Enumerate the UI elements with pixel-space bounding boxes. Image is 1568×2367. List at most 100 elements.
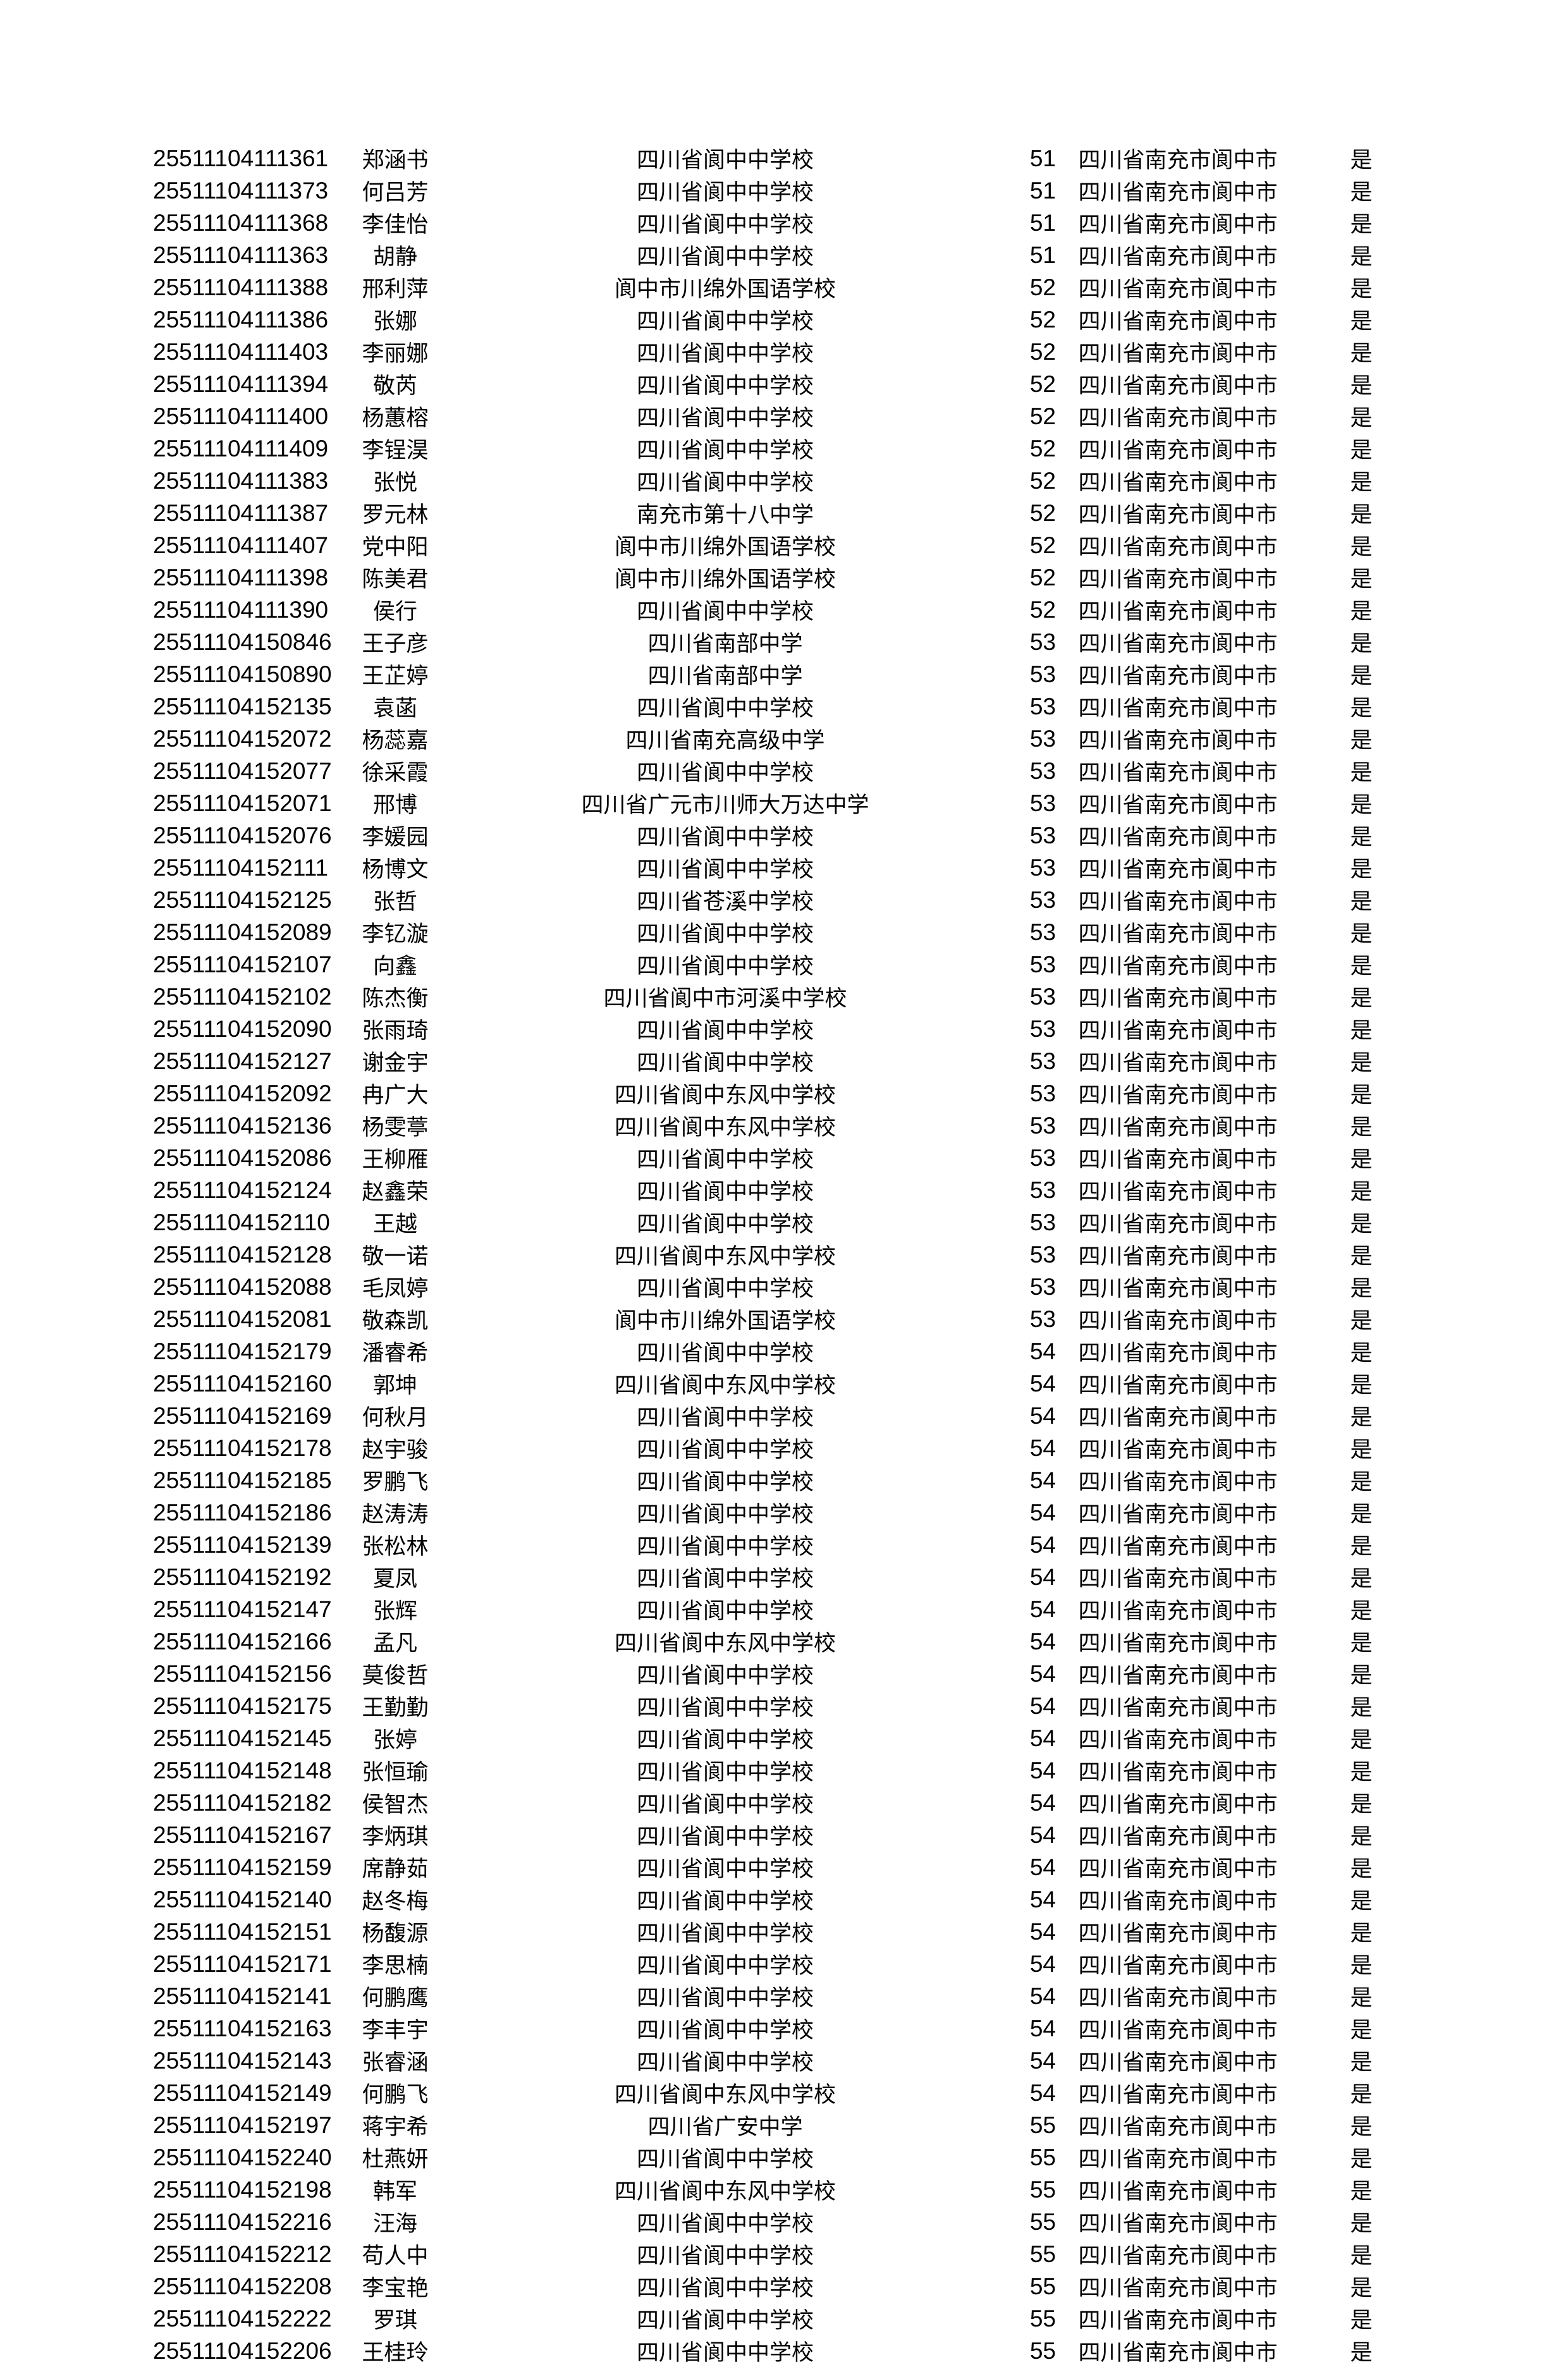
table-row: 25511104152141 何鹏鹰 四川省阆中中学校 54 四川省南充市阆中市 是	[153, 1980, 1423, 2012]
cell-school: 四川省阆中中学校	[636, 1534, 814, 1559]
table-row: 25511104152169 何秋月 四川省阆中中学校 54 四川省南充市阆中市 是	[153, 1400, 1423, 1432]
cell-school: 四川省广安中学	[647, 2115, 803, 2139]
cell-exam-id: 25511104152089	[153, 919, 332, 945]
cell-school: 四川省阆中中学校	[636, 696, 814, 721]
table-row: 25511104152107 向鑫 四川省阆中中学校 53 四川省南充市阆中市 是	[153, 948, 1423, 981]
table-row: 25511104152145 张婷 四川省阆中中学校 54 四川省南充市阆中市 是	[153, 1722, 1423, 1754]
table-row: 25511104111368 李佳怡 四川省阆中中学校 51 四川省南充市阆中市 是	[153, 207, 1423, 239]
cell-exam-id: 25511104152111	[153, 854, 329, 881]
table-row: 25511104152186 赵涛涛 四川省阆中中学校 54 四川省南充市阆中市 是	[153, 1496, 1423, 1529]
cell-school: 四川省阆中中学校	[636, 212, 814, 237]
cell-exam-id: 25511104152128	[153, 1241, 332, 1268]
cell-school: 四川省阆中中学校	[636, 954, 814, 979]
cell-flag: 是	[1350, 1309, 1373, 1333]
cell-city: 四川省南充市阆中市	[1078, 1663, 1278, 1688]
cell-city: 四川省南充市阆中市	[1078, 922, 1278, 946]
table-row: 25511104111386 张娜 四川省阆中中学校 52 四川省南充市阆中市 是	[153, 303, 1423, 336]
table-row: 25511104152127 谢金宇 四川省阆中中学校 53 四川省南充市阆中市 是	[153, 1045, 1423, 1077]
cell-city: 四川省南充市阆中市	[1078, 309, 1278, 334]
cell-score: 54	[1029, 1886, 1056, 1912]
cell-city: 四川省南充市阆中市	[1078, 2147, 1278, 2172]
table-row: 25511104152128 敬一诺 四川省阆中东风中学校 53 四川省南充市阆中市 是	[153, 1239, 1423, 1271]
table-row: 25511104150846 王子彦 四川省南部中学 53 四川省南充市阆中市 是	[153, 626, 1423, 658]
cell-school: 四川省阆中中学校	[636, 1889, 814, 1914]
cell-flag: 是	[1350, 535, 1373, 560]
cell-score: 51	[1029, 209, 1056, 236]
cell-score: 54	[1029, 1596, 1056, 1622]
cell-exam-id: 25511104152208	[153, 2273, 332, 2299]
cell-name: 罗琪	[372, 2308, 417, 2333]
cell-flag: 是	[1350, 1696, 1373, 1720]
cell-score: 53	[1029, 725, 1056, 752]
cell-name: 罗鹏飞	[362, 1470, 429, 1495]
cell-exam-id: 25511104150890	[153, 661, 332, 687]
cell-name: 王越	[372, 1212, 417, 1237]
cell-score: 54	[1029, 1983, 1056, 2009]
cell-score: 54	[1029, 1821, 1056, 1848]
cell-name: 席静茹	[362, 1857, 429, 1881]
cell-name: 李丽娜	[362, 341, 429, 366]
cell-name: 杨蕊嘉	[362, 728, 429, 753]
cell-exam-id: 25511104152086	[153, 1144, 332, 1171]
cell-flag: 是	[1350, 567, 1373, 592]
cell-score: 51	[1029, 145, 1056, 171]
cell-name: 陈杰衡	[362, 986, 429, 1011]
cell-school: 四川省阆中中学校	[636, 341, 814, 366]
cell-name: 赵冬梅	[362, 1889, 429, 1914]
cell-school: 四川省阆中中学校	[636, 1857, 814, 1881]
table-row: 25511104152151 杨馥源 四川省阆中中学校 54 四川省南充市阆中市 是	[153, 1916, 1423, 1948]
table-row: 25511104152208 李宝艳 四川省阆中中学校 55 四川省南充市阆中市 是	[153, 2270, 1423, 2303]
cell-city: 四川省南充市阆中市	[1078, 341, 1278, 366]
cell-city: 四川省南充市阆中市	[1078, 212, 1278, 237]
cell-flag: 是	[1350, 1244, 1373, 1269]
cell-score: 55	[1029, 2273, 1056, 2299]
cell-city: 四川省南充市阆中市	[1078, 180, 1278, 205]
table-row: 25511104152110 王越 四川省阆中中学校 53 四川省南充市阆中市 是	[153, 1206, 1423, 1239]
cell-school: 四川省南部中学	[647, 632, 803, 656]
table-row: 25511104152156 莫俊哲 四川省阆中中学校 54 四川省南充市阆中市 是	[153, 1658, 1423, 1690]
cell-score: 53	[1029, 1048, 1056, 1074]
cell-name: 陈美君	[362, 567, 429, 592]
cell-name: 李钇漩	[362, 922, 429, 946]
cell-score: 54	[1029, 1467, 1056, 1493]
cell-school: 四川省阆中中学校	[636, 374, 814, 398]
cell-flag: 是	[1350, 1825, 1373, 1849]
cell-city: 四川省南充市阆中市	[1078, 664, 1278, 688]
table-row: 25511104152163 李丰宇 四川省阆中中学校 54 四川省南充市阆中市 是	[153, 2012, 1423, 2045]
cell-flag: 是	[1350, 1599, 1373, 1624]
cell-flag: 是	[1350, 2244, 1373, 2268]
cell-city: 四川省南充市阆中市	[1078, 1954, 1278, 1978]
table-row: 25511104111383 张悦 四川省阆中中学校 52 四川省南充市阆中市 是	[153, 465, 1423, 497]
cell-exam-id: 25511104152088	[153, 1273, 332, 1300]
cell-school: 四川省阆中东风中学校	[614, 1373, 836, 1398]
cell-flag: 是	[1350, 309, 1373, 334]
cell-flag: 是	[1350, 890, 1373, 914]
table-row: 25511104152071 邢博 四川省广元市川师大万达中学 53 四川省南充市阆中市…	[153, 787, 1423, 819]
cell-score: 54	[1029, 1338, 1056, 1364]
cell-flag: 是	[1350, 1954, 1373, 1978]
cell-flag: 是	[1350, 1147, 1373, 1172]
cell-score: 53	[1029, 693, 1056, 719]
cell-school: 四川省阆中中学校	[636, 148, 814, 173]
cell-school: 四川省阆中中学校	[636, 2147, 814, 2172]
cell-city: 四川省南充市阆中市	[1078, 1244, 1278, 1269]
cell-exam-id: 25511104152212	[153, 2241, 332, 2267]
cell-exam-id: 25511104111398	[153, 564, 329, 590]
table-row: 25511104152222 罗琪 四川省阆中中学校 55 四川省南充市阆中市 是	[153, 2303, 1423, 2335]
cell-name: 胡静	[372, 245, 417, 269]
cell-city: 四川省南充市阆中市	[1078, 1631, 1278, 1656]
cell-exam-id: 25511104152081	[153, 1306, 332, 1332]
cell-exam-id: 25511104152178	[153, 1434, 332, 1461]
cell-city: 四川省南充市阆中市	[1078, 1760, 1278, 1785]
cell-school: 四川省阆中东风中学校	[614, 2083, 836, 2107]
cell-flag: 是	[1350, 1663, 1373, 1688]
cell-score: 53	[1029, 1015, 1056, 1042]
cell-name: 汪海	[372, 2211, 417, 2236]
cell-city: 四川省南充市阆中市	[1078, 470, 1278, 495]
cell-score: 55	[1029, 2337, 1056, 2364]
cell-city: 四川省南充市阆中市	[1078, 2340, 1278, 2365]
cell-name: 杨馥源	[362, 1921, 429, 1946]
cell-flag: 是	[1350, 1438, 1373, 1462]
cell-city: 四川省南充市阆中市	[1078, 2308, 1278, 2333]
cell-flag: 是	[1350, 341, 1373, 366]
